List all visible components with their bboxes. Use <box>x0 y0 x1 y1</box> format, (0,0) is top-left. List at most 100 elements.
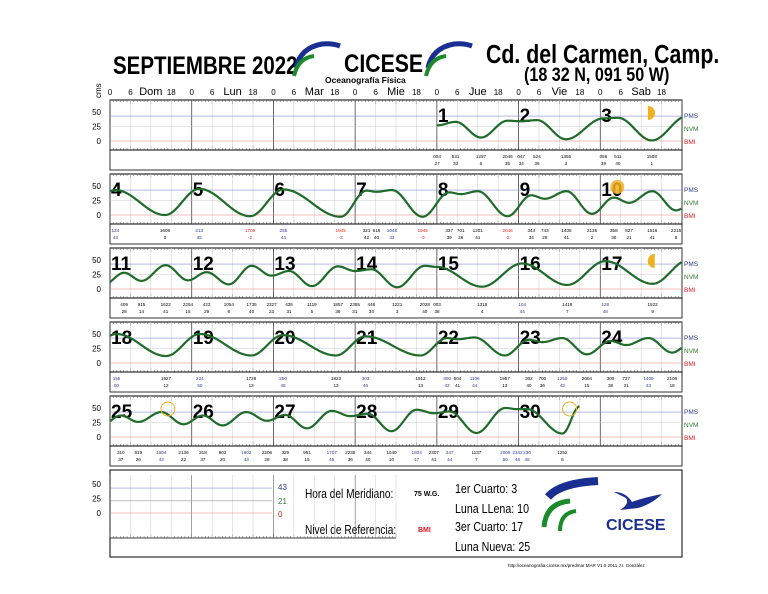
extreme-time: 302 <box>525 376 533 381</box>
ref-label-nvm: NVM <box>684 422 698 429</box>
weekday-label: Mar <box>305 86 324 98</box>
hour-tick-label: 6 <box>455 88 460 97</box>
extreme-time: 1735 <box>246 302 257 307</box>
nivel-label: Nivel de Referencia: <box>305 523 396 537</box>
extreme-time: 1504 <box>156 450 167 455</box>
y-tick-label: 0 <box>97 509 102 518</box>
extreme-time: 1957 <box>500 376 511 381</box>
extreme-height: 36 <box>348 457 354 462</box>
institution-title: CICESE <box>344 49 423 77</box>
ref-label-pms: PMS <box>684 187 699 194</box>
extreme-height: 6 <box>480 161 483 166</box>
hour-tick-label: 18 <box>494 88 503 97</box>
extreme-time: 2136 <box>178 450 189 455</box>
extreme-time: 827 <box>625 228 633 233</box>
extreme-height: 8 <box>675 235 678 240</box>
ref-label-nvm: NVM <box>684 274 698 281</box>
extreme-time: 1912 <box>415 376 426 381</box>
day-number: 19 <box>193 328 214 349</box>
extreme-height: 47 <box>414 457 420 462</box>
day-number: 8 <box>438 180 449 201</box>
day-number: 28 <box>356 402 377 423</box>
extreme-time: 1522 <box>647 302 658 307</box>
weekday-label: Lun <box>223 86 241 98</box>
legend-panel: 43 21 0 Hora del Meridiano: 75 W.G. Nive… <box>92 469 683 568</box>
extreme-time: 1201 <box>473 228 484 233</box>
ref-label-pms: PMS <box>684 335 699 342</box>
extreme-height: 38 <box>283 457 289 462</box>
day-number: 3 <box>601 106 612 127</box>
label-strip <box>109 297 683 319</box>
extreme-time: 2106 <box>667 376 678 381</box>
extreme-height: 45 <box>197 235 203 240</box>
credit-text: http://oceanografia.cicese.mx/predmar MA… <box>508 563 645 568</box>
ref-label-bmi: BMI <box>684 213 696 220</box>
extreme-time: 737 <box>622 376 630 381</box>
extreme-height: 43 <box>560 383 566 388</box>
day-number: 20 <box>274 328 295 349</box>
extreme-time: 915 <box>138 302 146 307</box>
extreme-height: 7 <box>475 457 478 462</box>
extreme-height: 26 <box>136 457 142 462</box>
extreme-time: 2004 <box>582 376 593 381</box>
y-tick-label: 25 <box>92 419 101 428</box>
extreme-height: 43 <box>244 457 250 462</box>
extreme-height: 41 <box>650 235 656 240</box>
extreme-time: 1040 <box>386 450 397 455</box>
extreme-height: 38 <box>608 383 614 388</box>
extreme-time: 1602 <box>241 450 252 455</box>
first-quarter-moon-icon <box>647 106 655 120</box>
extreme-time: 1707 <box>327 450 338 455</box>
extreme-time: 2254 <box>183 302 194 307</box>
extreme-time: 2307 <box>429 450 440 455</box>
extreme-time: 155 <box>113 376 121 381</box>
extreme-time: 213 <box>195 228 203 233</box>
moon-new: Luna Nueva: 25 <box>455 539 531 554</box>
extreme-height: 7 <box>566 309 569 314</box>
y-axis-unit: cms <box>94 83 103 98</box>
day-number: 30 <box>520 402 541 423</box>
extreme-height: 43 <box>389 235 395 240</box>
extreme-height: 31 <box>286 309 292 314</box>
extreme-height: 33 <box>453 161 459 166</box>
extreme-time: 2135 <box>587 228 598 233</box>
extreme-height: 36 <box>458 235 464 240</box>
day-number: 23 <box>520 328 541 349</box>
extreme-time: 300 <box>443 376 451 381</box>
label-strip <box>109 445 683 467</box>
department-label: Oceanografía Física <box>325 75 406 85</box>
moon-third-quarter: 3er Cuarto: 17 <box>455 519 523 534</box>
extreme-time: 1257 <box>476 154 487 159</box>
day-number: 2 <box>520 106 531 127</box>
extreme-height: 15 <box>304 457 310 462</box>
extreme-time: 435 <box>285 302 293 307</box>
hour-tick-label: 6 <box>292 88 297 97</box>
extreme-height: 1 <box>651 161 654 166</box>
extreme-height: 40 <box>249 309 255 314</box>
extreme-height: 34 <box>519 161 525 166</box>
extreme-time: 1137 <box>471 450 481 455</box>
y-tick-label: 0 <box>97 137 102 146</box>
extreme-height: 8 <box>228 309 231 314</box>
extreme-height: 38 <box>434 309 440 314</box>
extreme-time: 524 <box>533 154 541 159</box>
extreme-height: 44 <box>520 309 526 314</box>
ref-label-pms: PMS <box>684 113 699 120</box>
extreme-time: 1728 <box>246 376 257 381</box>
y-tick-label: 25 <box>92 271 101 280</box>
hour-tick-label: 18 <box>412 88 421 97</box>
extreme-height: 43 <box>159 457 165 462</box>
extreme-height: 30 <box>611 235 617 240</box>
extreme-time: 1409 <box>643 376 654 381</box>
extreme-time: 1857 <box>333 302 344 307</box>
extreme-time: 1252 <box>557 450 568 455</box>
y-tick-label: 50 <box>92 404 101 413</box>
extreme-time: 255 <box>280 228 288 233</box>
extreme-height: 39 <box>335 309 341 314</box>
extreme-height: -3 <box>339 235 344 240</box>
extreme-time: 2215 <box>671 228 682 233</box>
y-tick-label: 0 <box>97 359 102 368</box>
extreme-height: 0 <box>164 235 167 240</box>
extreme-time: 446 <box>368 302 376 307</box>
